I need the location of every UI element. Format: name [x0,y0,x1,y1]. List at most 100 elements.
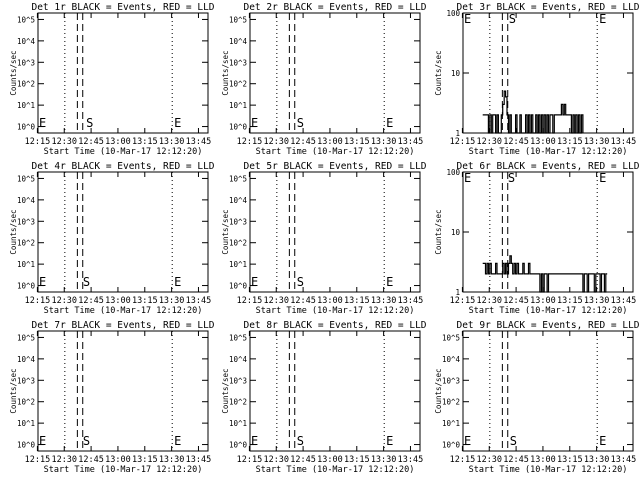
x-tick-label: 13:00 [530,296,556,306]
x-tick-label: 12:30 [476,296,502,306]
y-tick-label: 10^2 [17,239,35,248]
chart-title: Det 5r BLACK = Events, RED = LLD [243,161,426,172]
y-tick-label: 10^2 [229,239,247,248]
y-tick-label: 1 [455,129,460,138]
x-tick-label: 13:30 [584,455,610,465]
x-tick-label: 12:30 [263,137,289,147]
event-marker-e: E [251,275,258,289]
x-tick-label: 13:00 [317,137,343,147]
y-tick-label: 10^0 [442,441,461,450]
x-tick-label: 12:30 [476,455,502,465]
event-marker-e: E [599,12,606,26]
y-tick-label: 10^2 [229,80,247,89]
y-tick-label: 10^5 [17,333,35,342]
event-marker-s: S [510,434,517,448]
y-tick-label: 10^3 [442,376,460,385]
y-tick-label: 10^1 [17,419,35,428]
x-tick-label: 13:30 [159,137,185,147]
x-tick-label: 12:45 [290,296,316,306]
event-marker-s: S [83,434,90,448]
y-tick-label: 10^2 [442,398,460,407]
y-tick-label: 10^3 [229,376,247,385]
y-tick-label: 10^3 [17,217,35,226]
x-tick-label: 13:30 [159,296,185,306]
plot-frame [249,12,421,134]
x-axis-label: Start Time (10-Mar-17 12:12:20) [469,306,628,316]
event-marker-e: E [39,434,46,448]
x-tick-label: 12:45 [78,137,104,147]
x-tick-label: 13:45 [186,137,212,147]
x-tick-label: 12:30 [263,296,289,306]
y-tick-label: 10 [451,69,461,78]
y-tick-label: 10^5 [17,174,35,183]
event-marker-e: E [464,434,471,448]
x-tick-label: 12:30 [51,455,77,465]
x-tick-label: 13:00 [105,137,131,147]
x-axis-label: Start Time (10-Mar-17 12:12:20) [469,465,628,475]
x-tick-label: 13:15 [344,296,370,306]
y-tick-label: 10^1 [17,260,35,269]
x-tick-label: 12:45 [503,455,529,465]
y-tick-label: 10^0 [229,441,248,450]
plot-frame [37,330,209,452]
y-tick-label: 10^4 [17,196,36,205]
x-tick-label: 13:15 [132,296,158,306]
x-tick-label: 13:15 [557,137,583,147]
x-tick-label: 13:15 [132,455,158,465]
y-tick-label: 10^0 [17,282,36,291]
x-tick-label: 12:15 [237,455,263,465]
chart-title: Det 3r BLACK = Events, RED = LLD [456,2,639,13]
y-tick-label: 10^4 [17,355,36,364]
y-tick-label: 10^4 [229,196,248,205]
event-marker-e: E [174,275,181,289]
x-tick-label: 13:30 [584,137,610,147]
x-tick-label: 12:30 [51,296,77,306]
event-marker-s: S [297,275,304,289]
x-axis-label: Start Time (10-Mar-17 12:12:20) [44,147,203,157]
y-tick-label: 10^5 [229,333,247,342]
y-tick-label: 10^5 [17,15,35,24]
event-marker-e: E [251,116,258,130]
x-axis-label: Start Time (10-Mar-17 12:12:20) [44,465,203,475]
x-tick-label: 12:30 [263,455,289,465]
y-axis-label: Counts/sec [221,209,230,254]
x-tick-label: 12:45 [503,296,529,306]
y-axis-label: Counts/sec [434,50,443,95]
y-axis-label: Counts/sec [221,368,230,413]
x-tick-label: 13:30 [584,296,610,306]
plot-frame [462,330,634,452]
x-tick-label: 13:45 [611,296,637,306]
y-tick-label: 10^1 [229,101,247,110]
y-tick-label: 10^4 [229,355,248,364]
x-tick-label: 13:00 [317,296,343,306]
x-tick-label: 12:45 [78,296,104,306]
y-tick-label: 10^1 [229,419,247,428]
x-tick-label: 12:45 [503,137,529,147]
x-tick-label: 13:15 [344,455,370,465]
series-line [482,255,608,293]
y-axis-label: Counts/sec [434,209,443,254]
x-tick-label: 13:15 [557,455,583,465]
plot-frame [37,171,209,293]
x-tick-label: 12:15 [237,296,263,306]
x-tick-label: 13:00 [105,455,131,465]
series-line [482,90,584,134]
x-tick-label: 13:45 [398,137,424,147]
x-tick-label: 13:45 [611,137,637,147]
x-tick-label: 12:15 [25,296,51,306]
chart-title: Det 1r BLACK = Events, RED = LLD [31,2,214,13]
event-marker-e: E [599,434,606,448]
y-axis-label: Counts/sec [9,368,18,413]
x-tick-label: 13:30 [159,455,185,465]
plot-frame [249,330,421,452]
y-tick-label: 10^4 [229,37,248,46]
x-tick-label: 12:15 [25,137,51,147]
x-tick-label: 12:15 [450,455,476,465]
y-tick-label: 1 [455,288,460,297]
x-tick-label: 12:30 [476,137,502,147]
event-marker-e: E [251,434,258,448]
y-tick-label: 10^0 [229,282,248,291]
